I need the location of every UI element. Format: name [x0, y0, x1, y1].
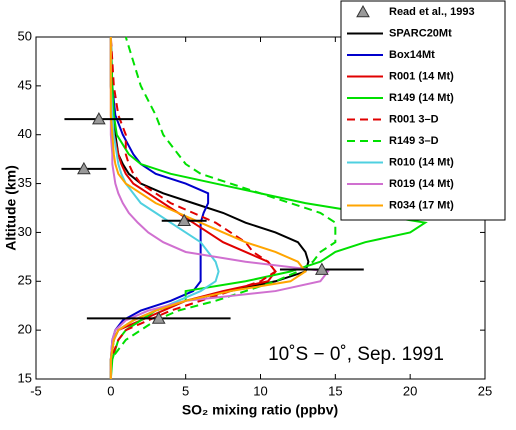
x-tick-label: -5: [30, 383, 42, 398]
legend-label: Box14Mt: [389, 49, 435, 61]
legend-label: R149 (14 Mt): [389, 92, 454, 104]
observation-marker: [151, 311, 166, 324]
y-tick-label: 45: [18, 77, 32, 92]
y-tick-label: 15: [18, 370, 32, 385]
x-tick-label: 20: [403, 383, 417, 398]
x-tick-label: 0: [107, 383, 114, 398]
legend-label: R019 (14 Mt): [389, 178, 454, 190]
x-tick-label: 5: [182, 383, 189, 398]
x-tick-label: 10: [253, 383, 267, 398]
y-tick-label: 50: [18, 28, 32, 43]
legend-label: R001 3–D: [389, 113, 439, 125]
x-tick-label: 15: [328, 383, 342, 398]
y-tick-label: 20: [18, 322, 32, 337]
legend-label: SPARC20Mt: [389, 27, 452, 39]
y-tick-label: 35: [18, 175, 32, 190]
legend-label: R034 (17 Mt): [389, 199, 454, 211]
observation-marker: [77, 161, 91, 175]
y-tick-label: 30: [18, 224, 32, 239]
profile-line: [109, 36, 337, 379]
profile-line: [109, 37, 310, 379]
y-tick-label: 40: [18, 126, 32, 141]
observation-marker: [315, 262, 329, 275]
y-axis-label: Altitude (km): [3, 165, 19, 251]
legend-label: Read et al., 1993: [389, 6, 475, 18]
y-tick-label: 25: [18, 273, 32, 288]
legend-label: R001 (14 Mt): [389, 70, 454, 82]
annotation: 10˚S − 0˚, Sep. 1991: [268, 344, 444, 365]
profile-line: [109, 37, 277, 379]
profile-line: [109, 36, 277, 379]
observation-marker: [92, 112, 106, 125]
legend-label: R149 3–D: [389, 135, 439, 147]
observation-marker: [177, 213, 192, 227]
x-tick-label: 25: [478, 383, 492, 398]
legend-label: R010 (14 Mt): [389, 156, 454, 168]
legend-marker: [356, 4, 370, 18]
x-axis-label: SO₂ mixing ratio (ppbv): [182, 402, 338, 418]
